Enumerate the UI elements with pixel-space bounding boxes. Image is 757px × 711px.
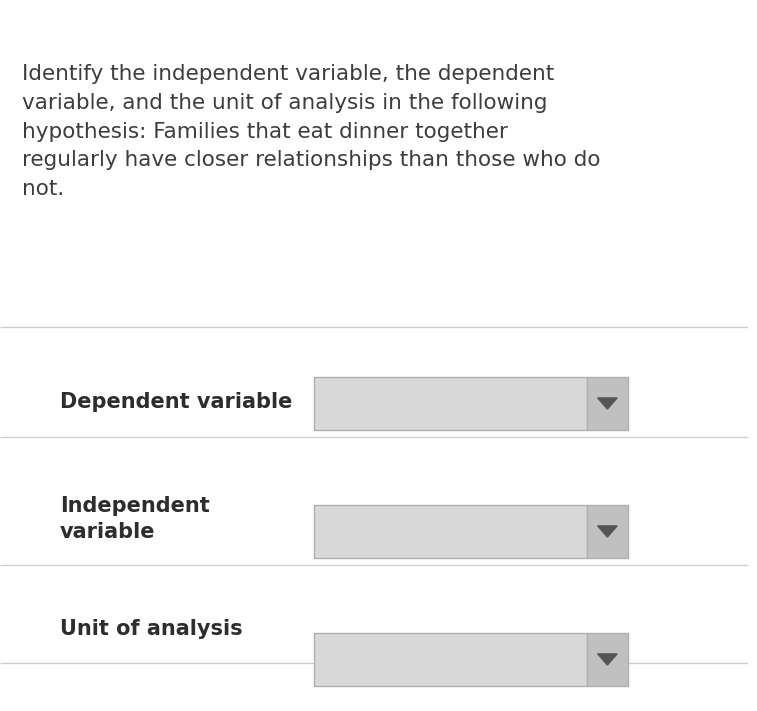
FancyBboxPatch shape: [314, 377, 587, 430]
FancyBboxPatch shape: [587, 633, 628, 686]
Polygon shape: [598, 654, 617, 665]
Text: Independent
variable: Independent variable: [60, 496, 210, 542]
FancyBboxPatch shape: [587, 505, 628, 558]
FancyBboxPatch shape: [314, 505, 587, 558]
Text: Identify the independent variable, the dependent
variable, and the unit of analy: Identify the independent variable, the d…: [23, 64, 601, 199]
FancyBboxPatch shape: [314, 633, 587, 686]
Polygon shape: [598, 398, 617, 409]
Text: Dependent variable: Dependent variable: [60, 392, 292, 412]
Text: Unit of analysis: Unit of analysis: [60, 619, 242, 639]
Polygon shape: [598, 526, 617, 537]
FancyBboxPatch shape: [587, 377, 628, 430]
